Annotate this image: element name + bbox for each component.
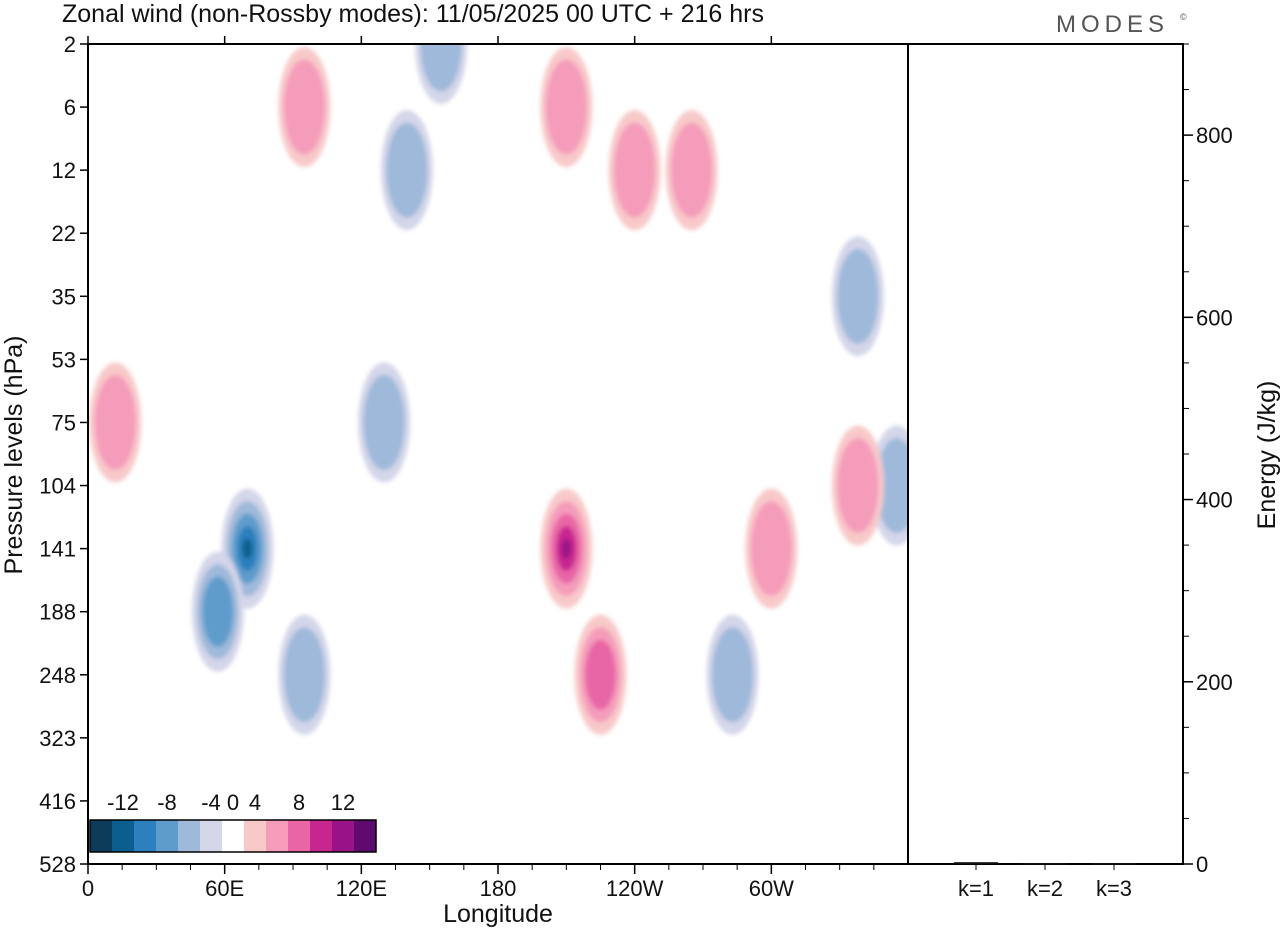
y-tick-label: 323 xyxy=(39,726,76,751)
field-feature-17 xyxy=(540,47,592,167)
colorbar-swatch xyxy=(354,820,376,852)
energy-tick-label: 800 xyxy=(1196,123,1233,148)
field-contour xyxy=(837,438,878,533)
heatmap-background xyxy=(88,44,908,864)
brand-mark: © xyxy=(1180,12,1187,22)
field-feature-1 xyxy=(192,552,244,672)
y-tick-label: 104 xyxy=(39,474,76,499)
x-axis-label: Longitude xyxy=(443,900,553,928)
y-axis-label: Pressure levels (hPa) xyxy=(0,336,28,575)
energy-bar xyxy=(954,862,998,864)
field-feature-12 xyxy=(666,110,718,230)
field-contour xyxy=(202,577,233,647)
energy-category-label: k=2 xyxy=(1027,876,1063,901)
y-tick-label: 528 xyxy=(39,852,76,877)
field-contour xyxy=(386,123,427,218)
brand-logo: MODES xyxy=(1056,11,1169,38)
y-tick-label: 22 xyxy=(52,221,76,246)
field-feature-6 xyxy=(707,615,759,735)
field-contour xyxy=(561,539,571,559)
field-feature-7 xyxy=(832,236,884,356)
x-tick-label: 120W xyxy=(606,876,664,901)
field-contour xyxy=(671,123,712,218)
colorbar-swatch xyxy=(332,820,354,852)
field-contour xyxy=(243,539,253,559)
colorbar-tick-label: -4 xyxy=(201,790,221,815)
colorbar-swatch xyxy=(288,820,310,852)
colorbar-swatch xyxy=(178,820,200,852)
colorbar-swatch xyxy=(310,820,332,852)
colorbar-swatch xyxy=(134,820,156,852)
field-contour xyxy=(546,60,587,155)
colorbar-swatch xyxy=(266,820,288,852)
field-feature-2 xyxy=(278,615,330,735)
energy-tick-label: 600 xyxy=(1196,305,1233,330)
field-feature-10 xyxy=(575,615,627,735)
colorbar-swatch xyxy=(200,820,222,852)
colorbar-swatch xyxy=(112,820,134,852)
chart-title: Zonal wind (non-Rossby modes): 11/05/202… xyxy=(62,0,764,28)
x-tick-label: 180 xyxy=(480,876,517,901)
x-tick-label: 0 xyxy=(82,876,94,901)
field-contour xyxy=(284,60,325,155)
field-contour xyxy=(363,375,404,470)
y-tick-label: 188 xyxy=(39,600,76,625)
energy-category-label: k=3 xyxy=(1096,876,1132,901)
y-tick-label: 75 xyxy=(52,410,76,435)
field-contour xyxy=(284,627,325,722)
field-contour xyxy=(585,640,616,710)
colorbar-swatch xyxy=(222,820,244,852)
field-contour xyxy=(751,501,792,596)
colorbar-tick-label: 8 xyxy=(293,790,305,815)
field-feature-14 xyxy=(832,426,884,546)
y-tick-label: 12 xyxy=(52,158,76,183)
field-feature-9 xyxy=(540,489,592,609)
y-tick-label: 6 xyxy=(64,95,76,120)
field-feature-11 xyxy=(609,110,661,230)
colorbar-swatch xyxy=(90,820,112,852)
energy-tick-label: 200 xyxy=(1196,670,1233,695)
energy-tick-label: 0 xyxy=(1196,852,1208,877)
y-tick-label: 53 xyxy=(52,347,76,372)
colorbar-swatch xyxy=(156,820,178,852)
energy-frame xyxy=(908,44,1183,864)
y-tick-label: 2 xyxy=(64,32,76,57)
colorbar-tick-label: 0 xyxy=(227,790,239,815)
y-tick-label: 248 xyxy=(39,663,76,688)
field-feature-13 xyxy=(745,489,797,609)
colorbar-swatch xyxy=(244,820,266,852)
x-tick-label: 60W xyxy=(749,876,794,901)
colorbar: -12 -8 -4 0 4 8 12 xyxy=(90,790,376,852)
colorbar-tick-label: 12 xyxy=(331,790,355,815)
field-contour xyxy=(614,123,655,218)
energy-panel: 0 200 400 600 800 k=1 k=2 k=3 Energy (J/kg) xyxy=(908,44,1280,901)
energy-tick-label: 400 xyxy=(1196,488,1233,513)
energy-axis-label: Energy (J/kg) xyxy=(1253,381,1280,530)
field-feature-3 xyxy=(381,110,433,230)
field-contour xyxy=(95,375,136,470)
colorbar-tick-label: -12 xyxy=(107,790,139,815)
x-tick-label: 120E xyxy=(336,876,387,901)
colorbar-tick-label: 4 xyxy=(249,790,261,815)
y-tick-label: 35 xyxy=(52,284,76,309)
heatmap-panel: 0 60E 120E 180 120W 60W 2 6 12 22 35 53 75 104 141 188… xyxy=(0,0,923,928)
field-feature-16 xyxy=(278,47,330,167)
colorbar-tick-label: -8 xyxy=(157,790,177,815)
figure: Zonal wind (non-Rossby modes): 11/05/202… xyxy=(0,0,1280,930)
y-tick-label: 141 xyxy=(39,537,76,562)
energy-category-label: k=1 xyxy=(958,876,994,901)
field-feature-5 xyxy=(358,362,410,482)
field-contour xyxy=(712,627,753,722)
field-feature-15 xyxy=(89,362,141,482)
x-tick-label: 60E xyxy=(205,876,244,901)
field-contour xyxy=(837,249,878,344)
y-tick-label: 416 xyxy=(39,789,76,814)
